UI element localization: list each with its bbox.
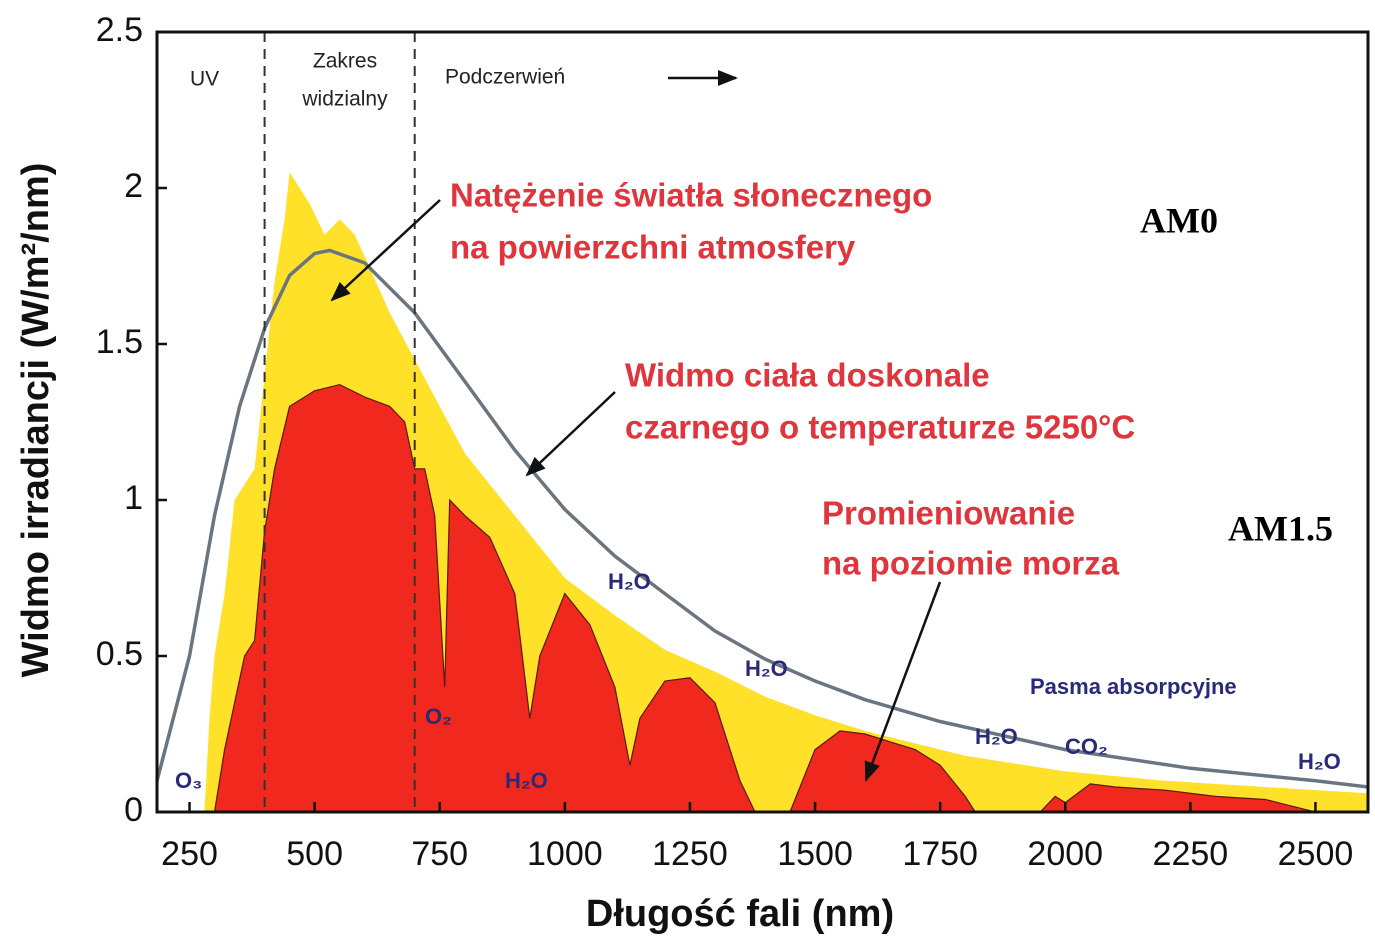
annotation: H₂O — [608, 569, 651, 594]
series-label: AM1.5 — [1228, 508, 1333, 548]
annotation: UV — [190, 68, 219, 91]
annotation: Podczerwień — [445, 66, 565, 89]
x-tick-label: 1750 — [902, 835, 978, 873]
annotation: O₃ — [175, 768, 202, 793]
area — [213, 383, 1316, 813]
y-tick-label: 1 — [124, 479, 143, 517]
x-tick-label: 2250 — [1153, 835, 1229, 873]
annotation: H₂O — [1298, 749, 1341, 774]
annotation: H₂O — [505, 768, 548, 793]
x-axis-label: Długość fali (nm) — [586, 893, 894, 935]
x-tick-label: 2500 — [1278, 835, 1354, 873]
x-tick-label: 1250 — [652, 835, 728, 873]
annotation: na powierzchni atmosfery — [450, 229, 856, 266]
plot-frame — [155, 30, 1370, 814]
y-tick-label: 1.5 — [96, 323, 143, 361]
y-tick-label: 0 — [124, 791, 143, 829]
annotation: CO₂ — [1065, 734, 1108, 759]
x-tick-label: 500 — [286, 835, 343, 873]
series-label: AM0 — [1140, 200, 1218, 240]
x-tick-label: 750 — [411, 835, 468, 873]
arrow — [525, 391, 616, 477]
x-tick-label: 1000 — [527, 835, 603, 873]
line — [155, 248, 1369, 789]
annotation: Natężenie światła słonecznego — [450, 177, 932, 214]
annotation: H₂O — [745, 656, 788, 681]
annotation: widzialny — [301, 88, 388, 111]
annotation: Zakres — [313, 50, 377, 73]
y-tick-label: 0.5 — [96, 635, 143, 673]
annotation: Pasma absorpcyjne — [1030, 674, 1237, 699]
plot-area — [155, 32, 1369, 813]
annotation: H₂O — [975, 724, 1018, 749]
y-axis-label: Widmo irradiancji (W/m²/nm) — [15, 163, 57, 678]
y-tick-label: 2.5 — [96, 11, 143, 49]
x-tick-label: 1500 — [777, 835, 853, 873]
y-tick-label: 2 — [124, 167, 143, 205]
x-tick-label: 250 — [161, 835, 218, 873]
arrow — [864, 581, 942, 782]
annotation: na poziomie morza — [822, 545, 1120, 582]
x-tick-label: 2000 — [1027, 835, 1103, 873]
annotation: Promieniowanie — [822, 495, 1075, 532]
annotation: czarnego o temperaturze 5250°C — [625, 409, 1135, 446]
annotation: Widmo ciała doskonale — [625, 357, 990, 394]
arrow — [330, 199, 441, 302]
arrows — [330, 70, 942, 782]
annotation: O₂ — [425, 704, 452, 729]
